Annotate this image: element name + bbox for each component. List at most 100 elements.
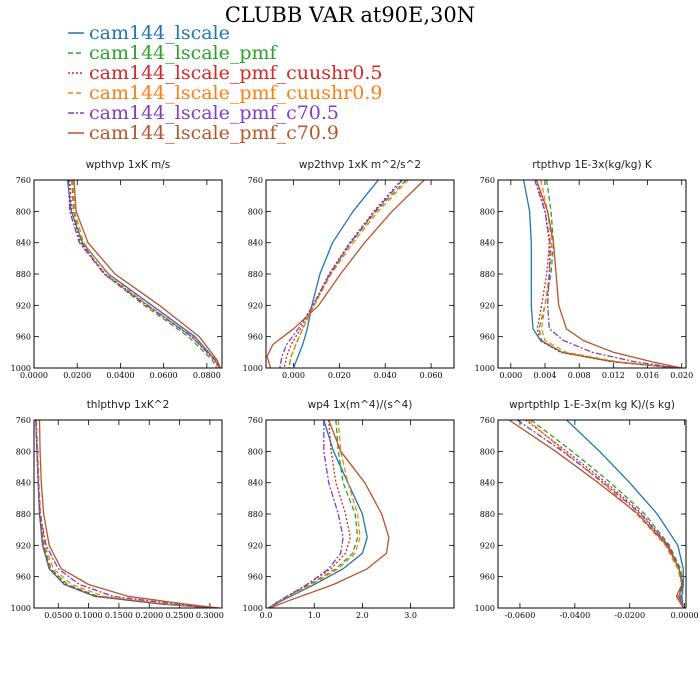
series-line bbox=[535, 180, 678, 368]
y-tick-label: 920 bbox=[16, 301, 31, 310]
x-tick-label: 2.0 bbox=[356, 611, 369, 620]
y-tick-label: 960 bbox=[16, 333, 31, 342]
x-tick-label: 0.0500 bbox=[44, 611, 72, 620]
plot-frame bbox=[33, 179, 223, 369]
y-tick-label: 880 bbox=[480, 510, 495, 519]
y-tick-label: 960 bbox=[248, 573, 263, 582]
series-line bbox=[268, 420, 368, 608]
legend: cam144_lscalecam144_lscale_pmfcam144_lsc… bbox=[68, 22, 382, 144]
y-tick-label: 840 bbox=[480, 239, 495, 248]
x-tick-label: 0.016 bbox=[636, 371, 659, 380]
y-tick-label: 760 bbox=[480, 416, 495, 425]
series-line bbox=[292, 180, 379, 368]
panel-title: wp2thvp 1xK m^2/s^2 bbox=[299, 159, 421, 171]
x-tick-label: 0.040 bbox=[374, 371, 397, 380]
plot-frame bbox=[265, 419, 455, 609]
y-tick-label: 880 bbox=[248, 270, 263, 279]
series-line bbox=[35, 420, 216, 608]
plot-panel: wprtpthlp 1-E-3x(m kg K)/(s kg) 760 800 840… bbox=[475, 399, 699, 620]
plot-grid: wpthvp 1xK m/s76080084088092096010000.00… bbox=[11, 159, 699, 620]
y-tick-label: 920 bbox=[16, 541, 31, 550]
plot-panel: wpthvp 1xK m/s 760 800 840 880 920 960 10000.00… bbox=[11, 159, 223, 380]
series-line bbox=[535, 180, 682, 368]
x-tick-label: 0.060 bbox=[420, 371, 443, 380]
y-tick-label: 800 bbox=[480, 447, 495, 456]
series-line bbox=[530, 420, 684, 608]
x-tick-label: 0.0600 bbox=[150, 371, 178, 380]
y-tick-label: 880 bbox=[16, 510, 31, 519]
series-line bbox=[73, 180, 221, 368]
x-tick-label: 0.3000 bbox=[196, 611, 224, 620]
panel-title: thlpthvp 1xK^2 bbox=[87, 399, 170, 411]
x-tick-label: 0.0000 bbox=[20, 371, 48, 380]
y-tick-label: 800 bbox=[16, 447, 31, 456]
legend-entry-label: cam144_lscale bbox=[89, 22, 230, 44]
series-line bbox=[288, 180, 409, 368]
x-tick-label: 0.008 bbox=[568, 371, 591, 380]
y-tick-label: 1000 bbox=[243, 364, 263, 373]
y-tick-label: 1000 bbox=[11, 604, 31, 613]
x-tick-label: 0.0000 bbox=[671, 611, 699, 620]
y-tick-label: 800 bbox=[16, 207, 31, 216]
x-tick-label: 3.0 bbox=[404, 611, 417, 620]
panel-title: wp4 1x(m^4)/(s^4) bbox=[308, 399, 413, 411]
y-tick-label: 1000 bbox=[475, 364, 495, 373]
plot-panel: wp2thvp 1xK m^2/s^2 760 800 840 880 920 960 100… bbox=[243, 159, 455, 380]
x-tick-label: -0.0400 bbox=[559, 611, 590, 620]
legend-entry-label: cam144_lscale_pmf_c70.5 bbox=[89, 102, 339, 124]
series-line bbox=[35, 420, 216, 608]
y-tick-label: 840 bbox=[248, 239, 263, 248]
x-tick-label: 0.2500 bbox=[166, 611, 194, 620]
y-tick-label: 1000 bbox=[11, 364, 31, 373]
y-tick-label: 1000 bbox=[243, 604, 263, 613]
series-line bbox=[35, 420, 216, 608]
figure-title: CLUBB VAR at90E,30N bbox=[225, 3, 475, 27]
y-tick-label: 960 bbox=[248, 333, 263, 342]
y-tick-label: 760 bbox=[16, 416, 31, 425]
legend-entry-label: cam144_lscale_pmf_cuushr0.5 bbox=[89, 62, 382, 84]
series-line bbox=[534, 180, 678, 368]
plot-frame bbox=[497, 419, 687, 609]
series-line bbox=[72, 180, 220, 368]
y-tick-label: 880 bbox=[16, 270, 31, 279]
legend-entry-label: cam144_lscale_pmf_cuushr0.9 bbox=[89, 82, 382, 104]
series-line bbox=[525, 420, 684, 608]
series-line bbox=[268, 420, 359, 608]
x-tick-label: -0.0600 bbox=[505, 611, 536, 620]
panel-title: wpthvp 1xK m/s bbox=[86, 159, 171, 171]
plot-frame bbox=[497, 179, 687, 369]
y-tick-label: 760 bbox=[16, 176, 31, 185]
series-line bbox=[268, 420, 344, 608]
x-tick-label: 0.020 bbox=[670, 371, 693, 380]
series-line bbox=[71, 180, 218, 368]
y-tick-label: 760 bbox=[248, 176, 263, 185]
x-tick-label: 0.004 bbox=[534, 371, 557, 380]
x-tick-label: 0.0800 bbox=[193, 371, 221, 380]
y-tick-label: 840 bbox=[248, 479, 263, 488]
series-line bbox=[538, 180, 678, 368]
legend-entry-label: cam144_lscale_pmf_c70.9 bbox=[89, 122, 339, 144]
x-tick-label: 0.000 bbox=[499, 371, 522, 380]
y-tick-label: 760 bbox=[480, 176, 495, 185]
x-tick-label: 0.000 bbox=[282, 371, 305, 380]
y-tick-label: 840 bbox=[16, 239, 31, 248]
x-tick-label: 0.012 bbox=[602, 371, 625, 380]
series-line bbox=[566, 420, 684, 608]
y-tick-label: 880 bbox=[480, 270, 495, 279]
y-tick-label: 1000 bbox=[475, 604, 495, 613]
y-tick-label: 920 bbox=[480, 301, 495, 310]
plot-frame bbox=[265, 179, 455, 369]
y-tick-label: 880 bbox=[248, 510, 263, 519]
y-tick-label: 840 bbox=[480, 479, 495, 488]
series-line bbox=[288, 180, 407, 368]
y-tick-label: 800 bbox=[248, 447, 263, 456]
x-tick-label: 0.1000 bbox=[75, 611, 103, 620]
x-tick-label: 0.020 bbox=[328, 371, 351, 380]
series-line bbox=[66, 180, 221, 368]
y-tick-label: 920 bbox=[480, 541, 495, 550]
plot-frame bbox=[33, 419, 223, 609]
x-tick-label: -0.0200 bbox=[614, 611, 645, 620]
series-line bbox=[67, 180, 220, 368]
plot-panel: wp4 1x(m^4)/(s^4) 760 800 840 880 920 960 10000… bbox=[243, 399, 455, 620]
